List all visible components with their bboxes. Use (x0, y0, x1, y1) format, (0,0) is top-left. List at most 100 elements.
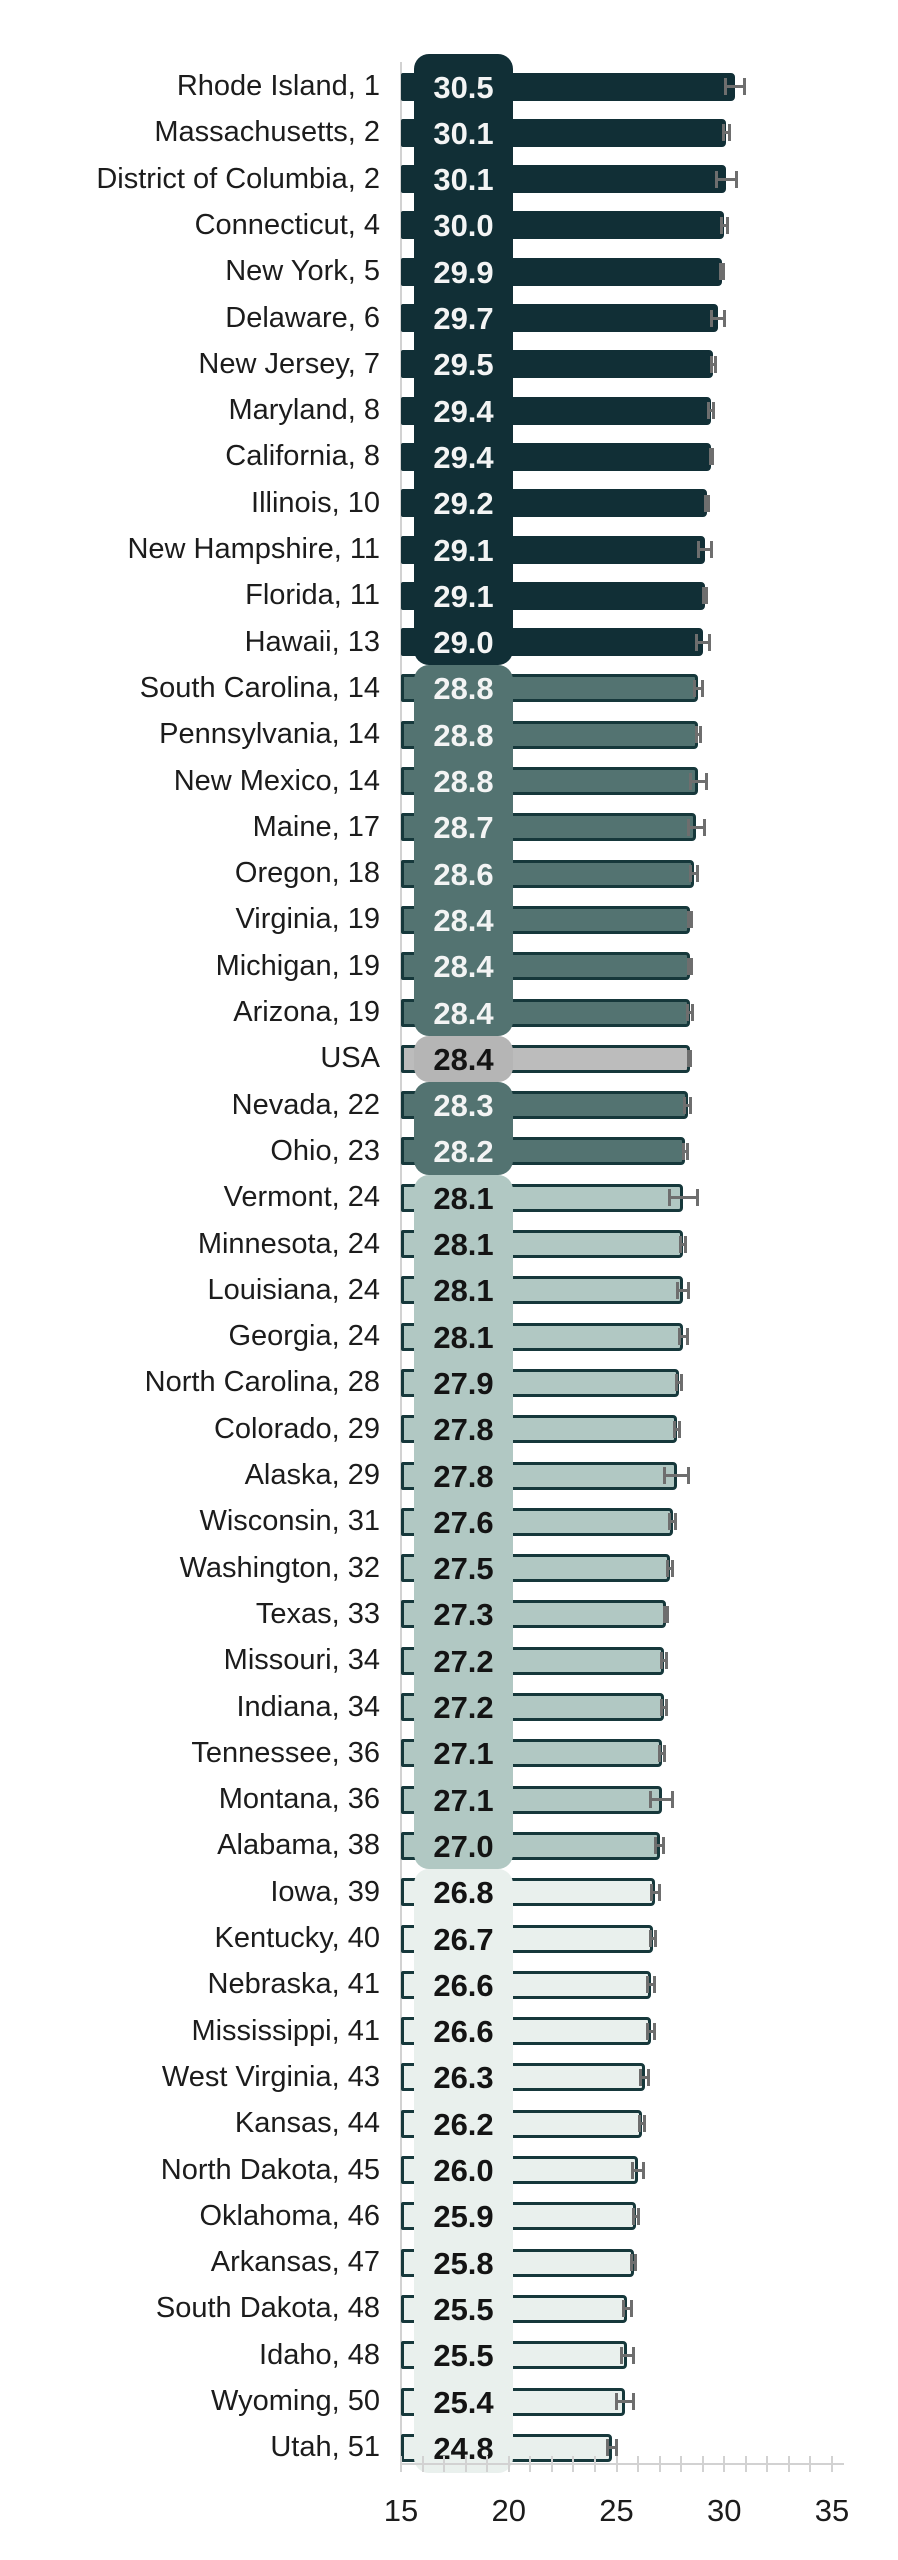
error-bar (650, 1937, 656, 1940)
x-axis-tick (658, 2456, 661, 2472)
state-label: Louisiana, 24 (207, 1273, 380, 1306)
error-bar-cap (687, 1467, 691, 1484)
x-axis-tick (809, 2456, 812, 2472)
x-axis-tick (723, 2456, 726, 2472)
error-bar (616, 2400, 634, 2403)
error-bar-cap (695, 1189, 699, 1207)
error-bar (688, 918, 692, 922)
state-label: Kansas, 44 (234, 2107, 380, 2140)
error-bar-cap (686, 818, 690, 836)
error-bar (711, 362, 716, 366)
value-label: 28.3 (433, 1088, 494, 1124)
value-label: 25.5 (433, 2291, 494, 2327)
error-bar-cap (649, 1883, 653, 1901)
error-bar (647, 1983, 655, 1987)
state-label: Rhode Island, 1 (176, 70, 380, 102)
error-bar-cap (689, 1096, 693, 1114)
error-bar-cap (679, 1374, 683, 1392)
error-bar-cap (685, 1328, 689, 1346)
value-label: 29.0 (433, 625, 494, 661)
state-label: Minnesota, 24 (197, 1227, 380, 1260)
error-bar (633, 2214, 639, 2218)
error-bar (623, 2307, 632, 2311)
error-bar-cap (685, 1004, 689, 1021)
error-bar-cap (707, 402, 711, 420)
error-bar-cap (699, 726, 703, 744)
state-label: Georgia, 24 (228, 1320, 380, 1353)
value-label: 27.8 (433, 1412, 494, 1448)
x-axis-tick (766, 2456, 769, 2472)
error-bar-cap (690, 1004, 694, 1021)
value-label: 28.8 (433, 671, 494, 707)
x-axis-tick (593, 2456, 596, 2472)
error-bar-cap (743, 78, 747, 95)
state-label: New Jersey, 7 (198, 347, 380, 380)
error-bar-cap (713, 355, 717, 373)
state-label: South Carolina, 14 (139, 671, 380, 704)
value-label: 30.1 (433, 115, 494, 151)
value-label: 28.8 (433, 717, 494, 753)
error-bar-cap (708, 448, 712, 466)
state-label: West Virginia, 43 (161, 2060, 380, 2093)
error-bar-cap (666, 1559, 670, 1577)
error-bar-cap (632, 2393, 636, 2410)
value-label: 27.3 (433, 1597, 494, 1633)
state-label: Connecticut, 4 (194, 208, 380, 241)
error-bar-cap (615, 2439, 618, 2457)
error-bar-cap (718, 263, 722, 281)
state-label: Idaho, 48 (259, 2338, 380, 2371)
error-bar-cap (653, 2022, 657, 2040)
error-bar-cap (709, 309, 713, 327)
x-axis-label: 15 (383, 2493, 419, 2528)
state-label: Mississippi, 41 (191, 2014, 380, 2047)
x-axis-tick (464, 2456, 467, 2472)
label-column-segment-dark (414, 53, 513, 666)
error-bar-cap (634, 2254, 638, 2272)
error-bar-cap (636, 2207, 640, 2225)
x-axis-tick (507, 2456, 510, 2472)
error-bar-cap (728, 124, 732, 142)
error-bar (650, 1798, 673, 1802)
error-bar (632, 2168, 644, 2172)
error-bar-cap (689, 957, 693, 975)
x-axis-tick (615, 2456, 618, 2472)
error-bar-cap (662, 1744, 666, 1762)
error-bar-cap (646, 2068, 650, 2086)
state-label: South Dakota, 48 (155, 2292, 380, 2325)
error-bar (688, 964, 692, 968)
error-bar-cap (667, 1189, 671, 1207)
error-bar (607, 2446, 617, 2450)
error-bar-cap (684, 1235, 688, 1253)
x-axis-label: 30 (707, 2493, 742, 2528)
error-bar-cap (689, 1050, 693, 1068)
error-bar (674, 1427, 680, 1431)
error-bar-cap (663, 1467, 667, 1484)
error-bar-cap (686, 911, 690, 929)
error-bar-cap (615, 2393, 618, 2410)
error-bar-cap (689, 911, 693, 929)
error-bar (708, 409, 714, 413)
error-bar-cap (700, 679, 704, 697)
state-label: Vermont, 24 (223, 1181, 380, 1214)
value-label: 27.1 (433, 1782, 494, 1818)
state-label: Illinois, 10 (251, 486, 380, 519)
value-label: 29.7 (433, 301, 494, 336)
value-label: 28.8 (433, 764, 494, 799)
error-bar-cap (639, 2068, 643, 2086)
value-label: 27.6 (433, 1504, 494, 1540)
error-bar (683, 1149, 688, 1153)
state-label: Arkansas, 47 (210, 2246, 380, 2279)
value-label: 28.7 (433, 810, 494, 846)
error-bar-cap (688, 772, 692, 790)
error-bar-cap (695, 865, 699, 883)
error-bar-cap (661, 1837, 665, 1855)
error-bar-cap (702, 818, 706, 836)
error-bar-cap (682, 1096, 686, 1114)
error-bar (723, 131, 730, 135)
error-bar (639, 2122, 645, 2126)
error-bar (651, 1890, 660, 1894)
value-label: 28.1 (433, 1273, 494, 1309)
state-label: Montana, 36 (218, 1783, 380, 1816)
error-bar-cap (666, 1605, 670, 1623)
